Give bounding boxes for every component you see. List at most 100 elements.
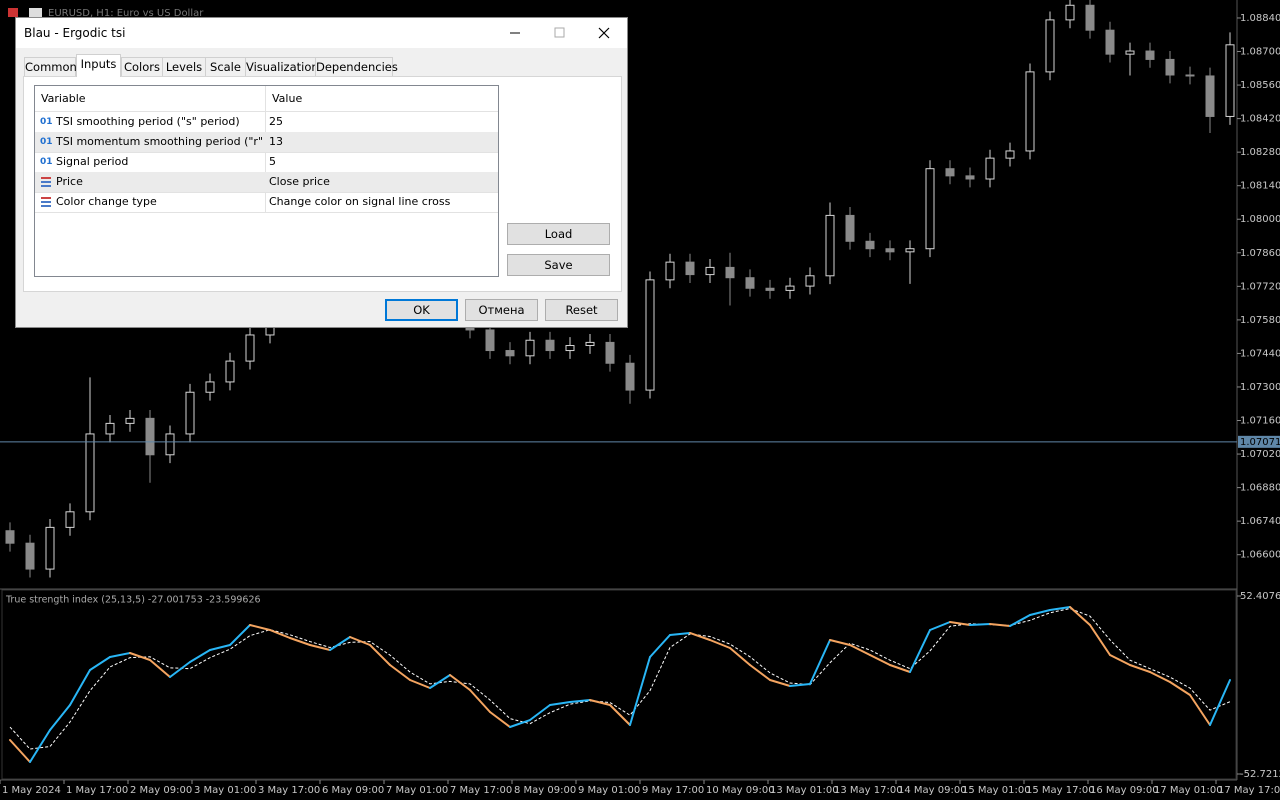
candle-body xyxy=(1205,75,1215,117)
tab[interactable]: Common xyxy=(24,57,77,77)
table-row[interactable]: Price Close price xyxy=(35,172,498,193)
tab[interactable]: Visualization xyxy=(245,57,319,77)
tsi-segment xyxy=(49,704,71,731)
candle-body xyxy=(805,275,815,287)
price-label: 1.07440 xyxy=(1240,348,1280,359)
price-label: 1.07720 xyxy=(1240,281,1280,292)
candle-body xyxy=(1145,50,1155,60)
tsi-segment xyxy=(9,739,31,764)
candle-body xyxy=(1065,4,1075,21)
tsi-segment xyxy=(229,623,251,646)
candle-body xyxy=(725,266,735,279)
tsi-segment xyxy=(769,678,791,688)
tsi-segment xyxy=(729,646,751,666)
value[interactable]: Close price xyxy=(269,175,330,188)
int-icon: 01 xyxy=(40,117,53,127)
column-header[interactable]: Value xyxy=(272,92,303,105)
candle-body xyxy=(185,391,195,435)
value[interactable]: Change color on signal line cross xyxy=(269,195,451,208)
time-label: 8 May 09:00 xyxy=(514,785,576,796)
price-label: 1.08140 xyxy=(1240,181,1280,192)
reset-button[interactable]: Reset xyxy=(545,299,618,321)
candle-body xyxy=(105,422,115,435)
candle-body xyxy=(885,248,895,253)
price-label: 1.08840 xyxy=(1240,13,1280,24)
variable: Price xyxy=(56,175,83,188)
tab[interactable]: Levels xyxy=(162,57,206,77)
column-header[interactable]: Variable xyxy=(41,92,86,105)
tab[interactable]: Scale xyxy=(205,57,246,77)
variable: Signal period xyxy=(56,155,129,168)
maximize-button[interactable] xyxy=(554,27,565,38)
tsi-segment xyxy=(1129,663,1151,674)
tsi-segment xyxy=(1029,608,1051,616)
tsi-segment xyxy=(349,636,371,646)
enum-icon xyxy=(41,197,51,207)
tab[interactable]: Dependencies xyxy=(315,57,398,77)
price-label: 1.07860 xyxy=(1240,248,1280,259)
candle-body xyxy=(1105,29,1115,55)
price-label: 1.06880 xyxy=(1240,483,1280,494)
tsi-segment xyxy=(269,628,291,640)
candle-body xyxy=(685,261,695,276)
candle-body xyxy=(565,345,575,352)
time-label: 1 May 17:00 xyxy=(66,785,128,796)
candle-body xyxy=(525,339,535,357)
time-label: 13 May 17:00 xyxy=(834,785,903,796)
tsi-segment xyxy=(709,639,731,649)
close-button[interactable] xyxy=(598,27,610,39)
table-row[interactable]: 01 TSI smoothing period ("s" period) 25 xyxy=(35,112,498,133)
table-row[interactable]: 01 TSI momentum smoothing period ("r" pe… xyxy=(35,132,498,153)
tsi-segment xyxy=(1109,654,1131,666)
flag-icon xyxy=(29,8,42,17)
candle-body xyxy=(205,381,215,393)
int-icon: 01 xyxy=(40,157,53,167)
time-label: 7 May 01:00 xyxy=(386,785,448,796)
tsi-segment xyxy=(929,621,951,631)
candle-body xyxy=(1185,74,1195,77)
indicator-panel xyxy=(1,589,1237,780)
value[interactable]: 5 xyxy=(269,155,276,168)
variable: TSI momentum smoothing period ("r" pe... xyxy=(56,135,263,148)
time-label: 16 May 09:00 xyxy=(1090,785,1159,796)
candle-body xyxy=(505,350,515,357)
candle-body xyxy=(245,334,255,362)
current-price-label: 1.07071 xyxy=(1240,437,1280,448)
time-label: 7 May 17:00 xyxy=(450,785,512,796)
candle-body xyxy=(545,339,555,352)
candle-body xyxy=(605,341,615,364)
load-button[interactable]: Load xyxy=(507,223,610,245)
price-label: 1.08420 xyxy=(1240,114,1280,125)
tsi-segment xyxy=(209,643,231,652)
candle-body xyxy=(665,261,675,281)
candle-body xyxy=(1005,150,1015,159)
tsi-segment xyxy=(109,652,131,659)
time-label: 14 May 09:00 xyxy=(898,785,967,796)
dialog-title: Blau - Ergodic tsi xyxy=(24,26,126,40)
candle-body xyxy=(745,277,755,289)
tsi-segment xyxy=(849,643,871,657)
table-row[interactable]: Color change type Change color on signal… xyxy=(35,192,498,213)
ok-button[interactable]: OK xyxy=(385,299,458,321)
tsi-segment xyxy=(409,678,431,690)
value[interactable]: 13 xyxy=(269,135,283,148)
value[interactable]: 25 xyxy=(269,115,283,128)
tsi-segment xyxy=(329,636,351,652)
candle-body xyxy=(785,285,795,291)
tsi-segment xyxy=(989,623,1011,627)
tsi-segment xyxy=(529,704,551,722)
tab[interactable]: Colors xyxy=(121,57,163,77)
signal-line xyxy=(9,608,1231,750)
table-row[interactable]: 01 Signal period 5 xyxy=(35,152,498,173)
tsi-segment xyxy=(889,663,911,674)
tsi-segment xyxy=(309,643,331,652)
tsi-segment xyxy=(1209,678,1231,727)
save-button[interactable]: Save xyxy=(507,254,610,276)
tsi-segment xyxy=(469,689,491,713)
tab-active[interactable]: Inputs xyxy=(76,54,121,77)
cancel-button[interactable]: Отмена xyxy=(465,299,538,321)
tsi-segment xyxy=(1149,671,1171,683)
candle-body xyxy=(585,341,595,347)
candle-body xyxy=(45,526,55,570)
